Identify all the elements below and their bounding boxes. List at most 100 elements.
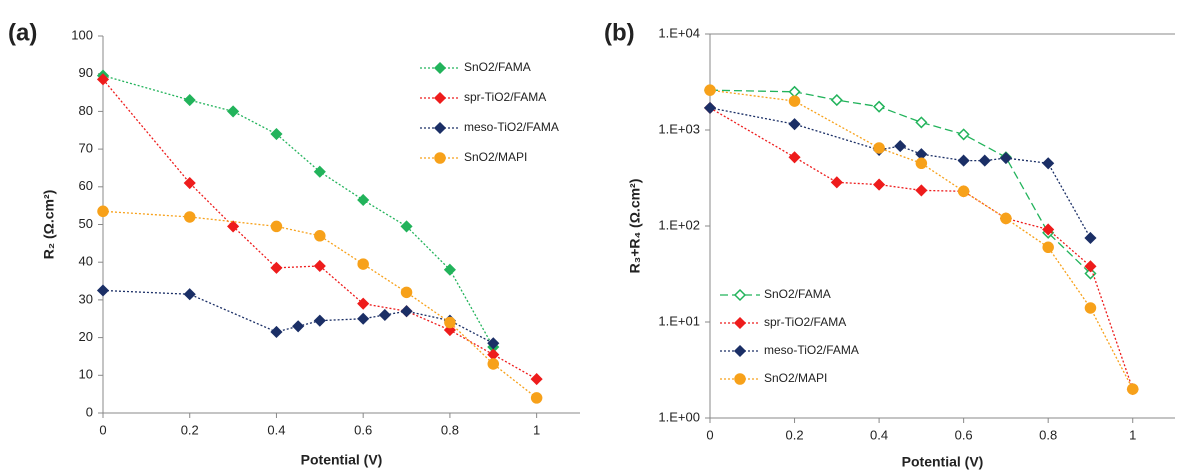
y-tick-label: 70 xyxy=(79,141,93,156)
marker xyxy=(357,258,369,270)
marker xyxy=(357,193,370,207)
marker xyxy=(357,297,370,310)
marker xyxy=(443,263,456,276)
legend-label: SnO2/MAPI xyxy=(464,150,527,164)
marker xyxy=(915,184,928,197)
x-tick-label: 0.6 xyxy=(955,427,973,442)
series-line xyxy=(709,107,1092,239)
x-tick-label: 0.8 xyxy=(1039,427,1057,442)
legend-label: meso-TiO2/FAMA xyxy=(464,120,559,134)
marker xyxy=(183,176,196,190)
y-tick-label: 90 xyxy=(79,65,93,80)
y-tick-label: 50 xyxy=(79,216,93,231)
panel-label: (a) xyxy=(8,19,37,46)
marker xyxy=(530,373,543,386)
y-tick-label: 40 xyxy=(79,254,93,269)
legend-label: SnO2/FAMA xyxy=(764,287,831,301)
panel-label: (b) xyxy=(604,19,635,46)
marker xyxy=(1042,157,1055,170)
x-axis-title: Potential (V) xyxy=(902,454,984,470)
marker xyxy=(1084,267,1097,280)
marker xyxy=(270,127,283,141)
x-tick-label: 0.2 xyxy=(181,422,199,437)
x-tick-label: 0 xyxy=(706,427,713,442)
marker xyxy=(487,348,500,361)
y-tick-label: 1.E+03 xyxy=(658,121,700,136)
legend-label: spr-TiO2/FAMA xyxy=(464,90,546,104)
marker xyxy=(915,116,928,129)
marker xyxy=(400,305,413,318)
x-axis-title: Potential (V) xyxy=(301,452,383,468)
marker xyxy=(97,205,109,218)
marker xyxy=(1084,260,1097,273)
series-line xyxy=(102,289,494,344)
y-tick-label: 1.E+04 xyxy=(658,25,700,40)
marker xyxy=(873,142,885,154)
legend-label: meso-TiO2/FAMA xyxy=(764,343,859,357)
marker xyxy=(96,73,110,86)
x-tick-label: 0.8 xyxy=(441,422,459,437)
marker xyxy=(894,140,907,153)
chart-panel: (a) 0 10 20 30 40 50 60 70 80 90 100 0 0.2 0.4 0.6 0.8 1 P… xyxy=(8,19,580,468)
legend-marker xyxy=(733,316,747,330)
y-tick-label: 80 xyxy=(79,103,93,118)
marker xyxy=(1084,231,1097,245)
marker xyxy=(1000,212,1012,225)
y-tick-label: 1.E+02 xyxy=(658,217,700,232)
legend-label: SnO2/MAPI xyxy=(764,371,827,385)
series-line xyxy=(709,107,1134,390)
marker xyxy=(487,337,500,350)
y-tick-label: 0 xyxy=(86,404,93,419)
marker xyxy=(357,312,370,325)
series-line xyxy=(102,78,537,380)
x-tick-label: 1 xyxy=(1129,427,1136,442)
series-line xyxy=(709,89,1091,274)
marker xyxy=(873,100,886,113)
legend-marker xyxy=(433,61,447,75)
marker xyxy=(270,261,283,274)
y-tick-label: 20 xyxy=(79,329,93,344)
marker xyxy=(703,101,717,114)
marker xyxy=(227,220,240,233)
marker xyxy=(873,178,886,191)
marker xyxy=(957,154,970,167)
y-axis-title: R₂ (Ω.cm²) xyxy=(41,190,57,260)
legend-marker xyxy=(433,91,447,105)
x-tick-label: 0.4 xyxy=(870,427,888,442)
y-tick-label: 1.E+01 xyxy=(658,313,700,328)
marker xyxy=(1042,241,1054,254)
marker xyxy=(400,286,413,299)
x-tick-label: 1 xyxy=(533,422,540,437)
marker xyxy=(314,230,326,242)
marker xyxy=(1084,302,1097,314)
marker xyxy=(400,220,413,233)
marker xyxy=(292,320,305,333)
marker xyxy=(704,84,716,96)
marker xyxy=(957,128,970,141)
y-tick-label: 1.E+00 xyxy=(658,409,700,424)
x-tick-label: 0.6 xyxy=(354,422,372,437)
legend-label: SnO2/FAMA xyxy=(464,60,531,74)
legend-marker xyxy=(733,344,747,358)
y-tick-label: 100 xyxy=(71,27,93,42)
legend-marker xyxy=(434,152,446,164)
marker xyxy=(183,288,196,301)
legend-marker xyxy=(433,121,447,135)
marker xyxy=(978,154,991,167)
marker xyxy=(1042,223,1055,236)
x-tick-label: 0.4 xyxy=(267,422,285,437)
legend-label: spr-TiO2/FAMA xyxy=(764,315,846,329)
marker xyxy=(957,185,970,198)
marker xyxy=(444,316,456,329)
marker xyxy=(788,151,801,164)
marker xyxy=(830,176,843,189)
marker xyxy=(915,157,928,170)
marker xyxy=(788,85,801,98)
marker xyxy=(270,325,283,339)
marker xyxy=(313,259,326,273)
chart-panel: (b) 1.E+00 1.E+01 1.E+02 1.E+03 1.E+04 0 0.2 0.4… xyxy=(604,19,1175,470)
marker xyxy=(999,152,1012,165)
marker xyxy=(270,220,283,233)
marker xyxy=(313,165,326,178)
legend-marker xyxy=(733,288,747,302)
